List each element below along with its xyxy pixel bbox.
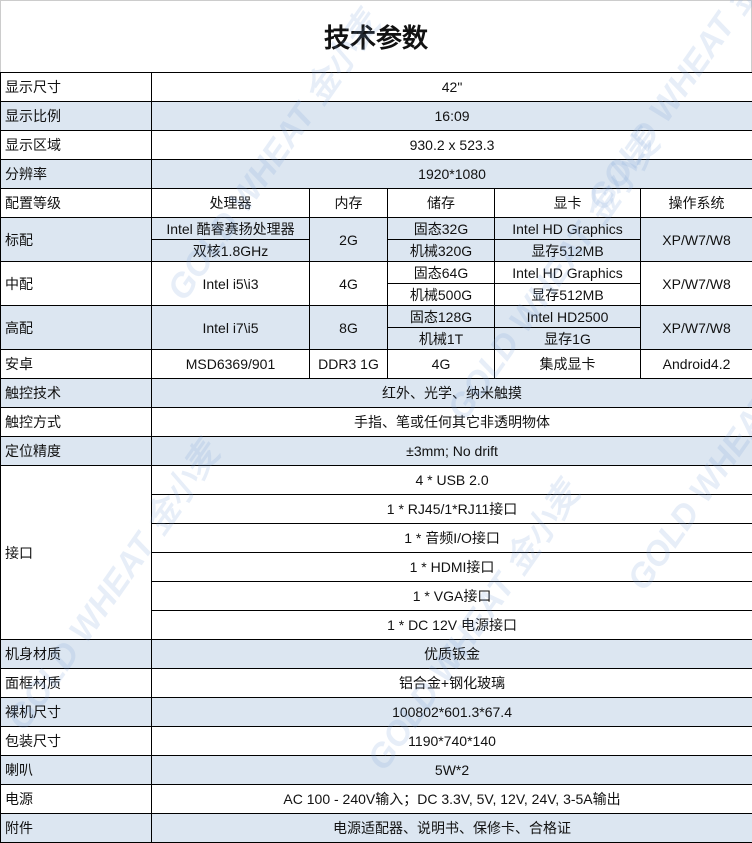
row-label: 触控方式 bbox=[1, 408, 152, 437]
row-label: 触控技术 bbox=[1, 379, 152, 408]
config-standard-cpu2: 双核1.8GHz bbox=[152, 240, 310, 262]
table-row: 触控方式手指、笔或任何其它非透明物体 bbox=[1, 408, 752, 437]
config-mid-ram: 4G bbox=[310, 262, 388, 306]
row-value: 电源适配器、说明书、保修卡、合格证 bbox=[152, 814, 752, 843]
row-label: 喇叭 bbox=[1, 756, 152, 785]
row-label: 面框材质 bbox=[1, 669, 152, 698]
config-standard-gpu2: 显存512MB bbox=[495, 240, 641, 262]
port-item: 1 * HDMI接口 bbox=[152, 553, 752, 582]
config-high-label: 高配 bbox=[1, 306, 152, 350]
config-standard-storage1: 固态32G bbox=[388, 218, 495, 240]
config-android-row: 安卓 MSD6369/901 DDR3 1G 4G 集成显卡 Android4.… bbox=[1, 350, 752, 379]
table-row: 面框材质铝合金+钢化玻璃 bbox=[1, 669, 752, 698]
row-label: 附件 bbox=[1, 814, 152, 843]
config-high-cpu: Intel i7\i5 bbox=[152, 306, 310, 350]
config-header-cpu: 处理器 bbox=[152, 189, 310, 218]
config-header-row: 配置等级 处理器 内存 储存 显卡 操作系统 bbox=[1, 189, 752, 218]
config-standard-gpu1: Intel HD Graphics bbox=[495, 218, 641, 240]
row-value: 16:09 bbox=[152, 102, 752, 131]
config-high-storage1: 固态128G bbox=[388, 306, 495, 328]
table-row: 定位精度±3mm; No drift bbox=[1, 437, 752, 466]
config-header-os: 操作系统 bbox=[641, 189, 752, 218]
port-item: 1 * DC 12V 电源接口 bbox=[152, 611, 752, 640]
config-high-storage2: 机械1T bbox=[388, 328, 495, 350]
config-standard-label: 标配 bbox=[1, 218, 152, 262]
config-standard-cpu1: Intel 酷睿赛扬处理器 bbox=[152, 218, 310, 240]
table-row: 触控技术红外、光学、纳米触摸 bbox=[1, 379, 752, 408]
row-value: 优质钣金 bbox=[152, 640, 752, 669]
config-mid-cpu: Intel i5\i3 bbox=[152, 262, 310, 306]
config-standard-os: XP/W7/W8 bbox=[641, 218, 752, 262]
config-android-storage: 4G bbox=[388, 350, 495, 379]
config-header-gpu: 显卡 bbox=[495, 189, 641, 218]
config-android-ram: DDR3 1G bbox=[310, 350, 388, 379]
row-value: 红外、光学、纳米触摸 bbox=[152, 379, 752, 408]
row-value: 铝合金+钢化玻璃 bbox=[152, 669, 752, 698]
config-mid-storage2: 机械500G bbox=[388, 284, 495, 306]
row-label: 包装尺寸 bbox=[1, 727, 152, 756]
config-high-gpu1: Intel HD2500 bbox=[495, 306, 641, 328]
row-value: 1190*740*140 bbox=[152, 727, 752, 756]
table-row: 机身材质优质钣金 bbox=[1, 640, 752, 669]
config-header-ram: 内存 bbox=[310, 189, 388, 218]
config-high-gpu2: 显存1G bbox=[495, 328, 641, 350]
config-mid-os: XP/W7/W8 bbox=[641, 262, 752, 306]
row-label: 定位精度 bbox=[1, 437, 152, 466]
row-label: 显示区域 bbox=[1, 131, 152, 160]
page-title: 技术参数 bbox=[0, 0, 752, 72]
port-item: 1 * 音频I/O接口 bbox=[152, 524, 752, 553]
config-high-row: 高配 Intel i7\i5 8G 固态128G Intel HD2500 XP… bbox=[1, 306, 752, 328]
config-standard-ram: 2G bbox=[310, 218, 388, 262]
config-android-gpu: 集成显卡 bbox=[495, 350, 641, 379]
row-label: 裸机尺寸 bbox=[1, 698, 152, 727]
row-label: 显示比例 bbox=[1, 102, 152, 131]
config-high-os: XP/W7/W8 bbox=[641, 306, 752, 350]
port-item: 4 * USB 2.0 bbox=[152, 466, 752, 495]
config-mid-storage1: 固态64G bbox=[388, 262, 495, 284]
row-value: ±3mm; No drift bbox=[152, 437, 752, 466]
config-android-cpu: MSD6369/901 bbox=[152, 350, 310, 379]
config-high-ram: 8G bbox=[310, 306, 388, 350]
config-mid-row: 中配 Intel i5\i3 4G 固态64G Intel HD Graphic… bbox=[1, 262, 752, 284]
row-label: 机身材质 bbox=[1, 640, 152, 669]
config-standard-storage2: 机械320G bbox=[388, 240, 495, 262]
row-label: 分辨率 bbox=[1, 160, 152, 189]
row-value: AC 100 - 240V输入；DC 3.3V, 5V, 12V, 24V, 3… bbox=[152, 785, 752, 814]
row-value: 5W*2 bbox=[152, 756, 752, 785]
config-mid-gpu1: Intel HD Graphics bbox=[495, 262, 641, 284]
port-item: 1 * RJ45/1*RJ11接口 bbox=[152, 495, 752, 524]
config-header-label: 配置等级 bbox=[1, 189, 152, 218]
row-value: 930.2 x 523.3 bbox=[152, 131, 752, 160]
row-label: 显示尺寸 bbox=[1, 73, 152, 102]
row-value: 1920*1080 bbox=[152, 160, 752, 189]
config-android-label: 安卓 bbox=[1, 350, 152, 379]
row-value: 42" bbox=[152, 73, 752, 102]
port-item: 1 * VGA接口 bbox=[152, 582, 752, 611]
config-android-os: Android4.2 bbox=[641, 350, 752, 379]
config-mid-label: 中配 bbox=[1, 262, 152, 306]
row-value: 100802*601.3*67.4 bbox=[152, 698, 752, 727]
table-row: 附件电源适配器、说明书、保修卡、合格证 bbox=[1, 814, 752, 843]
row-value: 手指、笔或任何其它非透明物体 bbox=[152, 408, 752, 437]
ports-label: 接口 bbox=[1, 466, 152, 640]
row-label: 电源 bbox=[1, 785, 152, 814]
config-standard-row: 标配 Intel 酷睿赛扬处理器 2G 固态32G Intel HD Graph… bbox=[1, 218, 752, 240]
config-header-storage: 储存 bbox=[388, 189, 495, 218]
config-mid-gpu2: 显存512MB bbox=[495, 284, 641, 306]
